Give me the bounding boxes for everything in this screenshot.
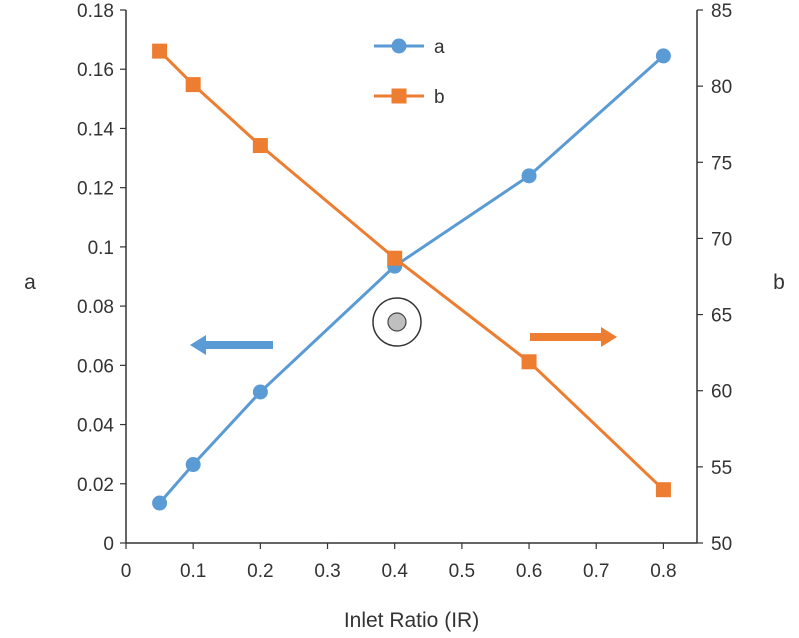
series-b-point: [655, 482, 671, 498]
series-b-point: [152, 43, 168, 59]
legend-label-b: b: [434, 87, 445, 108]
left-arrow-icon: [190, 335, 273, 355]
left-tick-label: 0.16: [77, 60, 114, 81]
x-tick-label: 0.2: [247, 561, 273, 582]
x-tick-label: 0.6: [516, 561, 542, 582]
series-a-point: [152, 495, 168, 511]
series-b-point: [521, 354, 537, 370]
cursor-indicator: [372, 297, 422, 347]
right-tick-label: 85: [711, 1, 732, 22]
left-tick-label: 0.1: [88, 238, 114, 259]
right-tick-label: 55: [711, 458, 732, 479]
legend: ab: [374, 37, 445, 108]
left-tick-label: 0.08: [77, 297, 114, 318]
annotations: [190, 327, 617, 355]
tick-labels: 0 0.1 0.2 0.3 0.4 0.5 0.6 0.7 0.8 0 0.02 0.04 0.06 0.…: [77, 1, 732, 582]
series-layer: [152, 43, 671, 511]
left-axis-title: a: [24, 271, 36, 294]
series-b-point: [185, 77, 201, 93]
left-tick-label: 0: [103, 534, 114, 555]
x-tick-label: 0.1: [180, 561, 206, 582]
series-a-point: [521, 168, 537, 184]
right-tick-label: 80: [711, 77, 732, 98]
series-line-b: [158, 50, 665, 491]
right-tick-label: 50: [711, 534, 732, 555]
x-axis-title: Inlet Ratio (IR): [344, 609, 479, 632]
right-tick-label: 60: [711, 382, 732, 403]
x-tick-label: 0: [121, 561, 132, 582]
legend-marker-a: [391, 38, 407, 54]
left-tick-label: 0.12: [77, 179, 114, 200]
x-tick-label: 0.7: [583, 561, 609, 582]
legend-marker-b: [391, 88, 407, 104]
cursor-dot-icon: [387, 312, 407, 332]
left-tick-label: 0.04: [77, 416, 114, 437]
x-tick-label: 0.3: [314, 561, 340, 582]
right-tick-label: 70: [711, 229, 732, 250]
x-tick-label: 0.5: [449, 561, 475, 582]
series-a-point: [185, 457, 201, 473]
axes: [120, 9, 703, 549]
right-tick-label: 75: [711, 153, 732, 174]
left-tick-label: 0.06: [77, 356, 114, 377]
right-arrow-icon: [530, 327, 617, 347]
left-tick-label: 0.02: [77, 475, 114, 496]
series-a-point: [252, 384, 268, 400]
left-tick-label: 0.14: [77, 119, 114, 140]
series-b-point: [252, 138, 268, 154]
series-a-point: [655, 48, 671, 64]
series-line-a: [158, 54, 665, 505]
x-tick-label: 0.8: [650, 561, 676, 582]
series-b-point: [387, 250, 403, 266]
left-tick-label: 0.18: [77, 1, 114, 22]
right-axis-title: b: [773, 271, 785, 294]
right-tick-label: 65: [711, 306, 732, 327]
legend-label-a: a: [434, 37, 445, 58]
x-tick-label: 0.4: [381, 561, 408, 582]
